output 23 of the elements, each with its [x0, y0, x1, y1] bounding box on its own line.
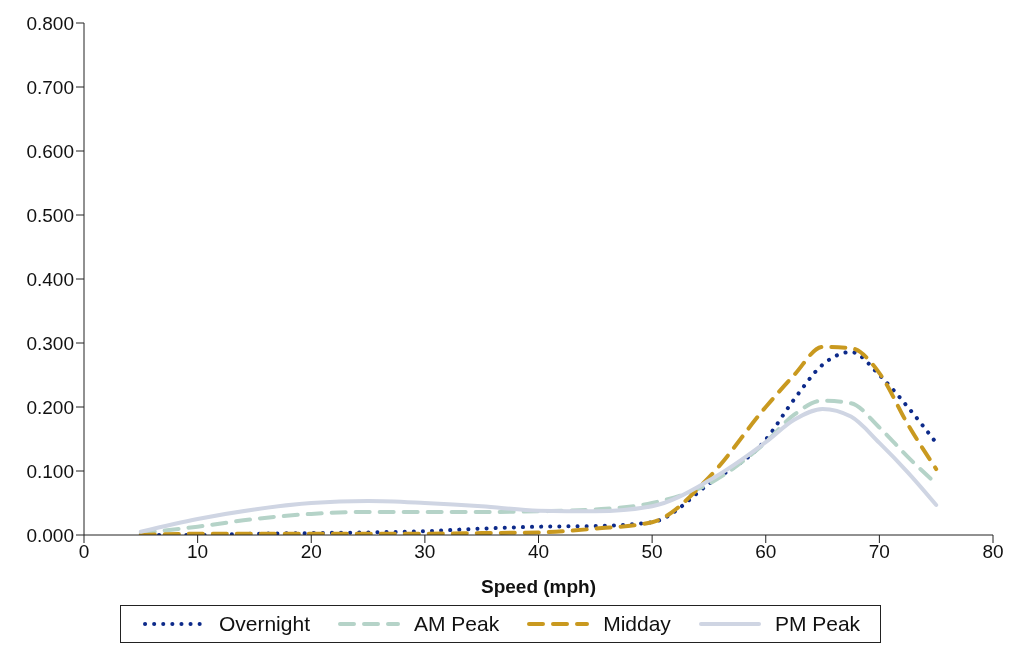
y-tick-label: 0.000: [26, 524, 74, 546]
y-tick-label: 0.600: [26, 140, 74, 162]
legend-label: Overnight: [218, 612, 310, 636]
y-tick-label: 0.200: [26, 396, 74, 418]
x-tick-label: 0: [78, 541, 90, 563]
legend-label: AM Peak: [413, 612, 500, 636]
x-tick-label: 50: [641, 541, 663, 563]
x-tick-label: 80: [982, 541, 1004, 563]
x-tick-label: 20: [300, 541, 322, 563]
y-tick-label: 0.400: [26, 268, 74, 290]
x-tick-label: 60: [755, 541, 777, 563]
x-tick-label: 30: [414, 541, 436, 563]
x-tick-label: 70: [868, 541, 890, 563]
legend-label: PM Peak: [774, 612, 861, 636]
y-tick-label: 0.300: [26, 332, 74, 354]
x-axis-title: Speed (mph): [480, 576, 597, 597]
y-tick-label: 0.100: [26, 460, 74, 482]
legend-label: Midday: [603, 612, 671, 636]
x-tick-label: 10: [187, 541, 209, 563]
y-tick-label: 0.800: [26, 12, 74, 34]
y-tick-label: 0.700: [26, 76, 74, 98]
y-tick-label: 0.500: [26, 204, 74, 226]
x-tick-label: 40: [527, 541, 550, 563]
